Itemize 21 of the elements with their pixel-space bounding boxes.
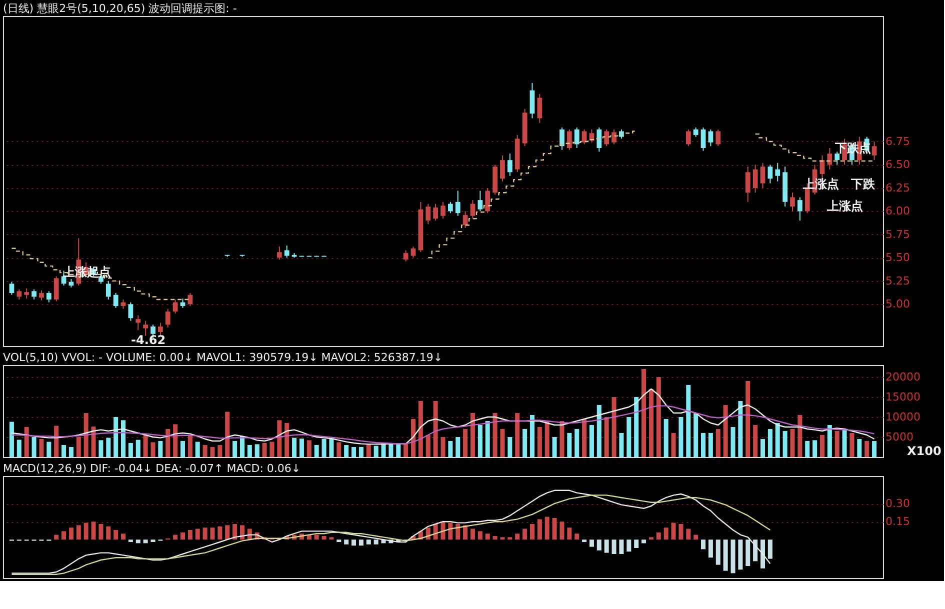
- y-tick-label: 20000: [886, 370, 920, 384]
- y-tick-label: 6.00: [886, 204, 910, 218]
- y-tick-label: 5.00: [886, 298, 910, 311]
- annotation: -4.62: [131, 333, 166, 347]
- y-tick-label: 5.50: [886, 251, 910, 264]
- chart-title: MACD(12,26,9) DIF: -0.04↓ DEA: -0.07↑ MACD: 0.06↓: [3, 462, 301, 475]
- y-tick-label: 10000: [886, 410, 920, 424]
- y-tick-label: 5.25: [886, 274, 910, 288]
- chart-title: (日线) 慧眼2号(5,10,20,65) 波动回调提示图: -: [3, 2, 237, 15]
- chart-title: VOL(5,10) VVOL: - VOLUME: 0.00↓ MAVOL1: 390579.19↓ MAVOL2: 526387.19↓: [3, 351, 443, 364]
- y-tick-label: 15000: [886, 390, 920, 404]
- y-tick-label: 6.50: [886, 158, 910, 172]
- y-tick-label: 5.75: [886, 228, 910, 241]
- annotation: 上涨点: [826, 199, 863, 213]
- y-tick-label: 0.15: [886, 515, 910, 528]
- y-tick-label: 0.30: [886, 497, 910, 510]
- y-tick-label: 5000: [886, 430, 914, 444]
- annotation: 下跌: [850, 177, 876, 191]
- text: X100: [907, 444, 942, 458]
- y-tick-label: 6.75: [886, 134, 910, 148]
- y-tick-label: 6.25: [886, 181, 910, 194]
